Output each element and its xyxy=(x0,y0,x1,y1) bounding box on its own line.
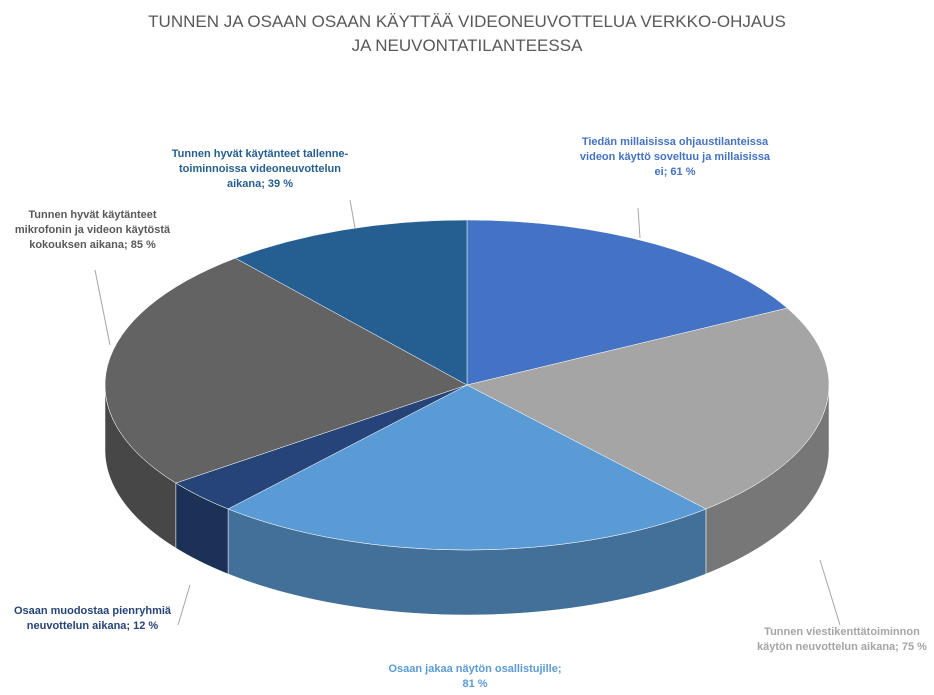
slice xyxy=(466,219,788,386)
slice xyxy=(234,219,468,386)
leader-line xyxy=(177,584,191,626)
data-label: Osaan muodostaa pienryhmiä neuvottelun a… xyxy=(13,605,172,632)
slice xyxy=(466,307,830,510)
leader-line xyxy=(819,559,841,626)
data-label: Tiedän millaisissa ohjaustilanteissa vid… xyxy=(579,136,771,178)
slice xyxy=(104,257,468,484)
leader-line xyxy=(349,199,356,229)
leader-line xyxy=(94,269,111,346)
data-label: Tunnen hyvät käytänteet mikrofonin ja vi… xyxy=(14,209,171,251)
data-label: Osaan jakaa näytön osallistujille; 81 % xyxy=(388,663,562,690)
chart-title: TUNNEN JA OSAAN OSAAN KÄYTTÄÄ VIDEONEUVO… xyxy=(148,12,786,55)
leader-line xyxy=(637,207,641,239)
data-label: Tunnen viestikenttätoiminnon käytön neuv… xyxy=(757,626,927,653)
slice xyxy=(227,384,707,551)
data-label: Tunnen hyvät käytänteet tallenne-toiminn… xyxy=(171,148,349,190)
